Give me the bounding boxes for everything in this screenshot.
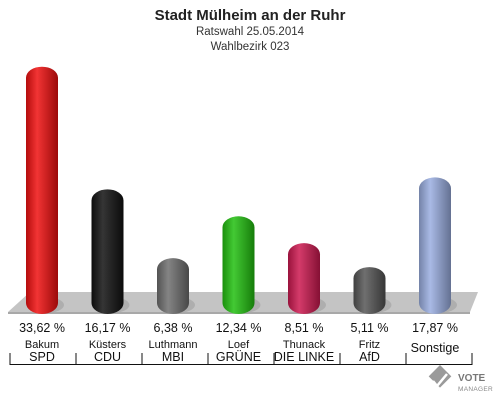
candidate-label: Küsters [89,339,127,351]
chart-subtitle-date: Ratswahl 25.05.2014 [196,26,305,38]
data-label: 33,62 % [19,321,65,335]
chart-subtitle-district: Wahlbezirk 023 [211,41,290,53]
data-label: 8,51 % [285,321,324,335]
bar-afd [353,267,386,314]
candidate-label: Thunack [283,339,326,351]
vote-manager-logo: VOTE MANAGER [428,365,493,393]
party-label: MBI [162,350,184,364]
party-label: Sonstige [411,341,460,355]
candidate-label: Luthmann [149,339,198,351]
logo-text-manager: MANAGER [458,386,493,393]
bar-spd [26,66,58,314]
party-label: CDU [94,350,121,364]
party-label: GRÜNE [216,350,261,364]
data-label: 17,87 % [412,321,458,335]
bar-cdu [91,189,124,314]
candidate-label: Loef [228,339,250,351]
party-label: AfD [359,350,380,364]
chart-title: Stadt Mülheim an der Ruhr [155,7,346,24]
party-label: SPD [29,350,55,364]
bar-group [26,66,457,314]
data-label: 6,38 % [154,321,193,335]
bar-die-linke [288,243,320,314]
party-label: DIE LINKE [274,350,334,364]
ballot-check-icon [428,365,452,388]
data-label: 16,17 % [85,321,131,335]
data-label: 12,34 % [216,321,262,335]
logo-text-vote: VOTE [458,373,486,384]
bar-grüne [222,216,255,314]
candidate-label: Fritz [359,339,380,351]
candidate-label: Bakum [25,339,59,351]
data-label: 5,11 % [351,321,389,335]
bar-mbi [157,258,189,314]
bar-sonstige [419,177,451,314]
